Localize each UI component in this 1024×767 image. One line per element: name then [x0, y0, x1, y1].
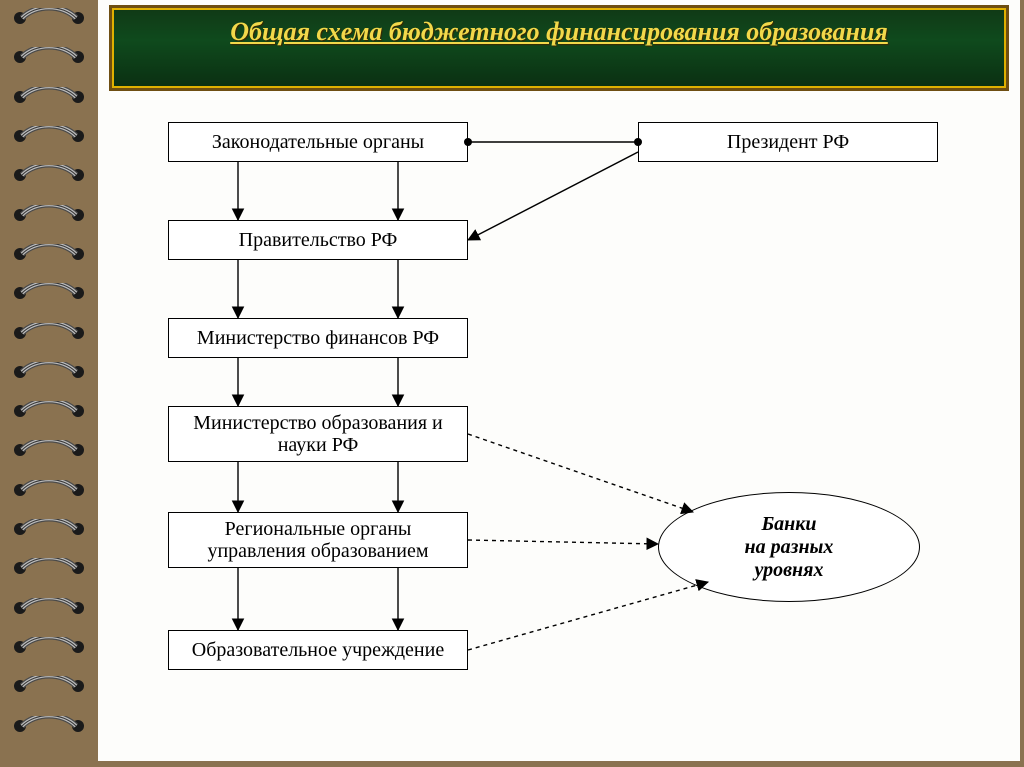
spiral-ring [12, 126, 86, 144]
spiral-ring [12, 676, 86, 694]
spiral-ring [12, 637, 86, 655]
spiral-ring [12, 480, 86, 498]
diagram-stage: Законодательные органыПрезидент РФПравит… [98, 92, 1020, 761]
spiral-ring [12, 401, 86, 419]
spiral-ring [12, 598, 86, 616]
spiral-ring [12, 205, 86, 223]
edges-layer [98, 92, 1020, 764]
page-surface: Общая схема бюджетного финансирования об… [98, 0, 1020, 761]
spiral-ring [12, 323, 86, 341]
title-text: Общая схема бюджетного финансирования об… [114, 10, 1004, 49]
spiral-ring [12, 8, 86, 26]
spiral-ring [12, 440, 86, 458]
spiral-ring [12, 716, 86, 734]
spiral-ring [12, 87, 86, 105]
spiral-ring [12, 362, 86, 380]
spiral-binding [0, 0, 98, 767]
spiral-ring [12, 558, 86, 576]
spiral-ring [12, 283, 86, 301]
spiral-ring [12, 519, 86, 537]
spiral-ring [12, 47, 86, 65]
title-banner: Общая схема бюджетного финансирования об… [112, 8, 1006, 88]
spiral-ring [12, 165, 86, 183]
slide-background: Общая схема бюджетного финансирования об… [0, 0, 1024, 767]
spiral-ring [12, 244, 86, 262]
